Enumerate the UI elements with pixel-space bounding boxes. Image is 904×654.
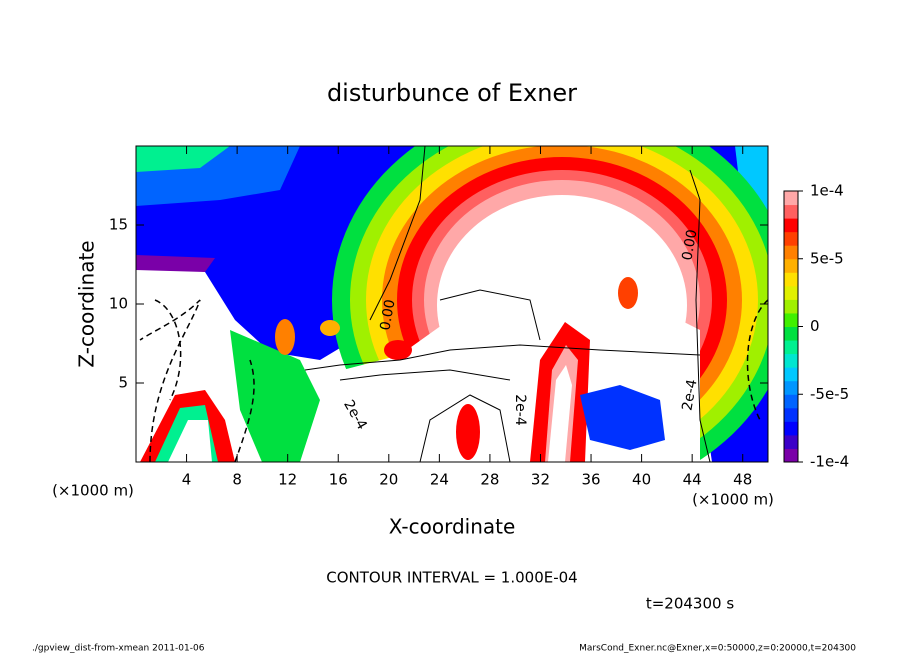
x-axis-label: X-coordinate [389, 515, 516, 539]
colorbar-cell [784, 353, 798, 368]
colorbar-cell [784, 231, 798, 246]
colorbar-cell [784, 340, 798, 355]
contour-line [419, 394, 511, 462]
field-region [136, 255, 215, 272]
contour-label: 2e-4 [679, 378, 700, 412]
footer-left: ./gpview_dist-from-xmean 2011-01-06 [32, 644, 205, 654]
contour-line [154, 299, 182, 401]
colorbar-cell [784, 312, 798, 327]
x-tick-label: 24 [430, 471, 449, 489]
y-unit: (×1000 m) [52, 482, 134, 500]
field-region [580, 385, 665, 450]
x-tick-label: 12 [278, 471, 297, 489]
field-region [320, 320, 340, 336]
colorbar-cell [784, 272, 798, 287]
contour-line [339, 369, 511, 381]
colorbar-tick-label: 0 [810, 317, 820, 335]
y-tick-label: 5 [118, 374, 128, 392]
y-tick-label: 15 [109, 216, 128, 234]
x-tick-label: 40 [632, 471, 651, 489]
contour-line [304, 344, 701, 371]
colorbar-cell [784, 448, 798, 463]
colorbar-tick-label: -1e-4 [810, 453, 849, 471]
contour-line [746, 299, 768, 421]
x-tick-label: 48 [733, 471, 752, 489]
colorbar-cell [784, 218, 798, 233]
x-unit: (×1000 m) [692, 491, 774, 509]
field-region [456, 404, 480, 460]
y-axis-label: Z-coordinate [75, 240, 99, 367]
footer-right: MarsCond_Exner.nc@Exner,x=0:50000,z=0:20… [579, 644, 856, 654]
field-region [384, 340, 412, 360]
colorbar-cell [784, 299, 798, 314]
colorbar-cell [784, 380, 798, 395]
colorbar-cell [784, 421, 798, 436]
colorbar-cell [784, 367, 798, 382]
x-tick-label: 44 [683, 471, 702, 489]
field-region [168, 420, 212, 462]
x-tick-label: 32 [531, 471, 550, 489]
colorbar-cell [784, 407, 798, 422]
colorbar-cell [784, 434, 798, 449]
x-tick-label: 36 [581, 471, 600, 489]
colorbar-cell [784, 394, 798, 409]
field [136, 146, 768, 462]
contour-line [369, 146, 426, 321]
colorbar-cell [784, 191, 798, 206]
x-tick-label: 20 [379, 471, 398, 489]
colorbar-cell [784, 204, 798, 219]
x-tick-label: 16 [329, 471, 348, 489]
contour-label: 2e-4 [512, 394, 528, 426]
contour-line [689, 169, 711, 462]
colorbar-cell [784, 285, 798, 300]
field-region [618, 277, 638, 309]
colorbar-tick-label: -5e-5 [810, 385, 849, 403]
contour-label: 0.00 [377, 298, 398, 331]
colorbar-tick-label: 5e-5 [810, 249, 844, 267]
field-region [275, 319, 295, 355]
contour-label: 0.00 [679, 228, 700, 261]
contour-line [234, 359, 255, 462]
x-tick-label: 4 [182, 471, 192, 489]
time-label: t=204300 s [646, 595, 734, 613]
contour-interval: CONTOUR INTERVAL = 1.000E-04 [326, 569, 577, 587]
field-region [548, 365, 572, 462]
x-tick-label: 8 [232, 471, 242, 489]
x-tick-label: 28 [480, 471, 499, 489]
colorbar-cell [784, 258, 798, 273]
colorbar-tick-label: 1e-4 [810, 182, 844, 200]
contour-line [439, 289, 541, 341]
colorbar-cell [784, 326, 798, 341]
colorbar-cell [784, 245, 798, 260]
field-region [230, 330, 320, 462]
field-region [136, 146, 230, 172]
chart-title: disturbunce of Exner [327, 79, 577, 107]
y-tick-label: 10 [109, 295, 128, 313]
